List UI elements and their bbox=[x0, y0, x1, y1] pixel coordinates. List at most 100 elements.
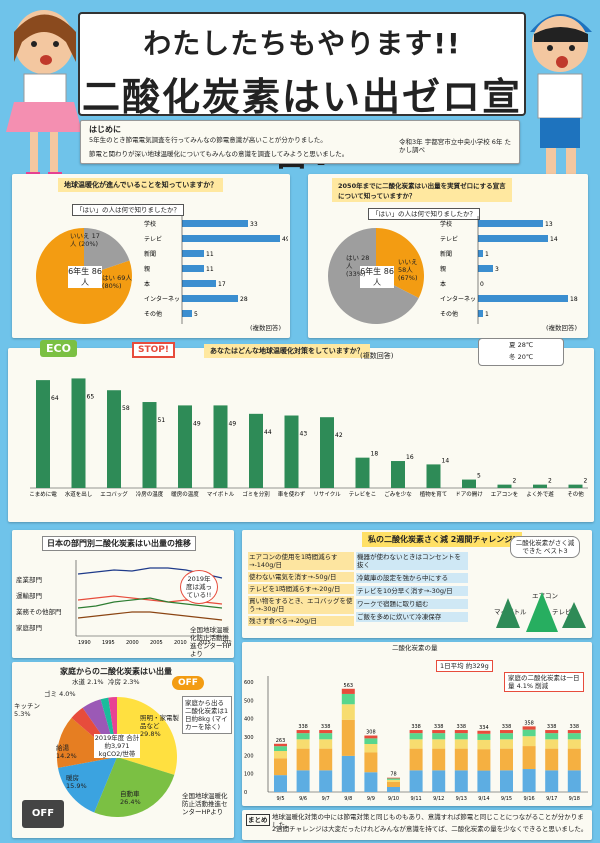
co2-seg-12-2 bbox=[545, 739, 559, 749]
q3-bar-5 bbox=[213, 405, 228, 488]
co2-seg-0-2 bbox=[274, 751, 287, 759]
household-label-lighting: 照明・家電製品など 29.8% bbox=[140, 714, 179, 738]
trees-illustration bbox=[496, 592, 586, 632]
q2-yes-label: はい 28人 (33%) bbox=[346, 254, 370, 278]
co2-date-1: 9/6 bbox=[299, 796, 307, 802]
title-line-1: わたしたちもやります!! bbox=[143, 27, 461, 60]
challenge-title: 私の二酸化炭素さく減 2週間チャレンジ! bbox=[362, 532, 522, 547]
q2-pie-center: 6年生 86人 bbox=[360, 266, 394, 288]
co2-seg-1-1 bbox=[296, 748, 310, 771]
co2-seg-0-0 bbox=[274, 775, 287, 792]
bar-value-0: 33 bbox=[250, 221, 258, 228]
co2-seg-4-1 bbox=[364, 752, 378, 773]
co2-seg-3-0 bbox=[341, 755, 355, 792]
co2-seg-6-3 bbox=[409, 733, 423, 740]
co2-seg-4-4 bbox=[364, 735, 378, 739]
line-x-tick-0: 1990 bbox=[78, 640, 91, 646]
bar-6 bbox=[182, 310, 192, 317]
household-label-car: 自動車 26.4% bbox=[120, 790, 141, 806]
co2-seg-3-4 bbox=[341, 688, 355, 694]
co2-seg-2-3 bbox=[319, 733, 333, 740]
co2-seg-12-3 bbox=[545, 733, 559, 740]
legend-business: 業務その他部門 bbox=[16, 608, 62, 616]
household-label-garbage: ゴミ 4.0% bbox=[44, 690, 76, 698]
co2-date-10: 9/15 bbox=[501, 796, 512, 802]
q3-bar-value-2: 58 bbox=[122, 405, 130, 412]
bar-value-1: 14 bbox=[550, 236, 558, 243]
co2-seg-7-1 bbox=[432, 748, 446, 771]
q1-no-label: いいえ 17人 (20%) bbox=[70, 232, 100, 248]
co2-seg-13-3 bbox=[567, 733, 581, 740]
history-panel: 日本の部門別二酸化炭素はい出量の推移 1990 1995 2000 2005 2010 2… bbox=[12, 530, 234, 658]
q2-bar-chart: 学校 13 テレビ 14 新聞 1 親 3 本 0 インターネット 18 その他 1 bbox=[440, 216, 578, 324]
household-label-kitchen: キッチン 5.3% bbox=[14, 702, 40, 718]
challenge-item-3: テレビを1時間減らす→-20g/日 bbox=[248, 584, 354, 594]
household-off-note: 家庭から出る二酸化炭素は1日約8kg (マイカーを除く) bbox=[182, 696, 232, 734]
challenge-item-8: テレビを10分早く消す→-30g/日 bbox=[356, 586, 468, 596]
pie-slice-2 bbox=[57, 757, 117, 813]
history-title: 日本の部門別二酸化炭素はい出量の推移 bbox=[42, 536, 196, 551]
co2-y-tick-4: 400 bbox=[244, 717, 254, 723]
line-series-2 bbox=[77, 597, 223, 609]
q3-bar-label-15: その他 bbox=[567, 490, 584, 498]
co2-seg-13-0 bbox=[567, 770, 581, 792]
co2-date-4: 9/9 bbox=[367, 796, 375, 802]
q2-no-label: いいえ 58人 (67%) bbox=[398, 258, 418, 282]
summary-panel: まとめ 地球温暖化対策の中には節電対策と同じものもあり、意識すれば節電と同じこと… bbox=[242, 810, 592, 840]
co2-seg-3-2 bbox=[341, 704, 355, 720]
co2-seg-5-0 bbox=[387, 786, 400, 792]
co2-seg-13-2 bbox=[567, 739, 581, 749]
bar-5 bbox=[182, 295, 238, 302]
bar-1 bbox=[182, 235, 280, 242]
bar-label-6: その他 bbox=[144, 310, 162, 318]
co2-value-11: 358 bbox=[524, 720, 534, 726]
bar-label-4: 本 bbox=[440, 280, 446, 288]
co2-value-7: 338 bbox=[434, 724, 444, 730]
line-series-3 bbox=[77, 611, 223, 621]
co2-seg-6-1 bbox=[409, 748, 423, 771]
co2-date-11: 9/16 bbox=[523, 796, 534, 802]
q3-bar-value-11: 14 bbox=[442, 457, 450, 464]
co2-seg-3-1 bbox=[341, 719, 355, 756]
q2-panel: 2050年までに二酸化炭素はい出量を実質ゼロにする宣言について知っていますか？ … bbox=[308, 174, 588, 338]
q1-bar-chart: 学校 33 テレビ 49 新聞 11 親 11 本 17 インターネット 28 その他 5 bbox=[144, 216, 288, 324]
bar-label-0: 学校 bbox=[440, 220, 452, 228]
q3-bar-value-3: 51 bbox=[158, 417, 166, 424]
co2-seg-5-1 bbox=[387, 781, 400, 787]
bar-3 bbox=[478, 265, 493, 272]
q3-bar-value-1: 65 bbox=[87, 393, 95, 400]
bar-2 bbox=[478, 250, 483, 257]
pie-slice-1 bbox=[84, 228, 130, 276]
co2-seg-0-1 bbox=[274, 758, 287, 776]
co2-seg-9-1 bbox=[477, 749, 491, 771]
bar-label-2: 新聞 bbox=[144, 250, 156, 258]
co2-y-tick-6: 600 bbox=[244, 680, 254, 686]
q2-sub: 「はい」の人は何で知りましたか？ bbox=[368, 208, 480, 220]
aircon-display: 夏 28℃ 冬 20℃ bbox=[478, 338, 564, 366]
co2-date-7: 9/12 bbox=[433, 796, 444, 802]
bar-0 bbox=[478, 220, 543, 227]
line-x-tick-3: 2005 bbox=[150, 640, 163, 646]
bar-label-3: 親 bbox=[440, 265, 446, 273]
q3-bar-value-12: 5 bbox=[477, 473, 481, 480]
co2-seg-6-2 bbox=[409, 739, 423, 749]
co2-seg-8-0 bbox=[454, 770, 468, 792]
co2-date-9: 9/14 bbox=[478, 796, 489, 802]
challenge-list-2: 機器が使わないときはコンセントを抜く 冷蔵庫の設定を強から中にする テレビを10… bbox=[356, 552, 468, 622]
q3-bar-label-13: エアコンを bbox=[491, 491, 519, 498]
co2-value-2: 338 bbox=[321, 724, 331, 730]
co2-seg-4-2 bbox=[364, 744, 378, 753]
q3-bar-8 bbox=[320, 417, 334, 488]
co2-seg-7-4 bbox=[432, 730, 446, 734]
line-x-tick-1: 1995 bbox=[102, 640, 115, 646]
q1-question: 地球温暖化が進んでいることを知っていますか？ bbox=[58, 178, 224, 192]
q3-bar-label-10: ごみを少な bbox=[384, 490, 412, 498]
co2-seg-10-4 bbox=[500, 730, 513, 734]
challenge-item-6: 機器が使わないときはコンセントを抜く bbox=[356, 552, 468, 570]
co2-seg-12-4 bbox=[545, 730, 559, 734]
q3-bar-value-8: 42 bbox=[335, 432, 343, 439]
q3-bar-11 bbox=[426, 464, 441, 488]
co2-seg-11-2 bbox=[522, 736, 536, 747]
bar-4 bbox=[182, 280, 216, 287]
q3-bar-label-4: 暖房の温度 bbox=[171, 490, 199, 498]
